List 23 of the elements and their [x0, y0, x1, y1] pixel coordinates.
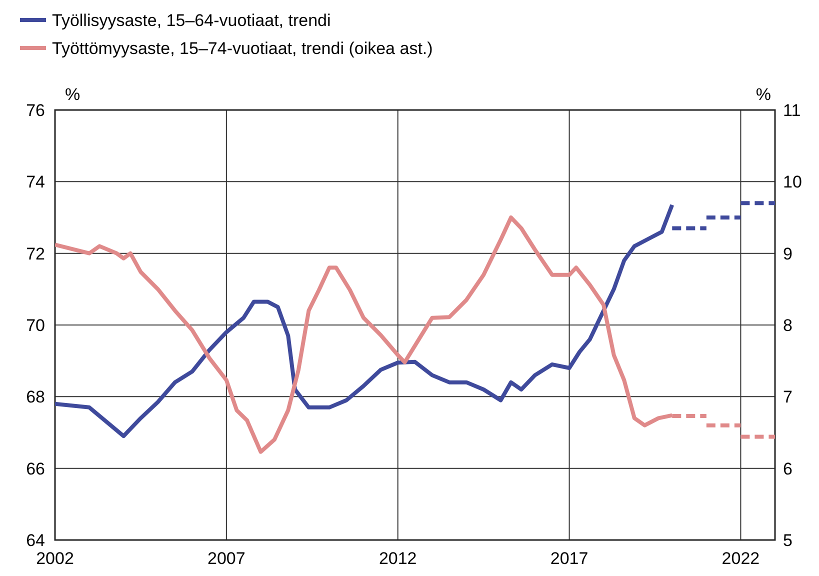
- x-tick-label: 2007: [208, 549, 246, 568]
- y-tick-label: 66: [26, 459, 45, 478]
- x-tick-label: 2017: [550, 549, 588, 568]
- x-tick-label: 2012: [378, 549, 417, 568]
- y-tick-label: 68: [26, 388, 45, 407]
- legend-label: Työttömyysaste, 15–74-vuotiaat, trendi (oikea ast.): [52, 38, 433, 58]
- x-tick-label: 2022: [722, 549, 760, 568]
- y2-tick-label: 9: [783, 244, 792, 264]
- y2-tick-label: 10: [783, 172, 802, 192]
- y-tick-label: 72: [26, 244, 45, 264]
- y-tick-label: 76: [26, 100, 45, 120]
- y2-tick-label: 11: [783, 100, 801, 120]
- y2-tick-label: 6: [783, 459, 792, 478]
- legend-label: Työllisyysaste, 15–64-vuotiaat, trendi: [52, 10, 331, 30]
- y-tick-label: 74: [26, 172, 45, 192]
- y2-axis-title: %: [756, 85, 771, 104]
- y-tick-label: 64: [26, 530, 45, 550]
- y-tick-label: 70: [26, 316, 45, 335]
- y-axis-title: %: [65, 85, 80, 104]
- x-tick-label: 2002: [36, 549, 74, 568]
- y2-tick-label: 8: [783, 316, 792, 335]
- y2-tick-label: 7: [783, 388, 792, 407]
- y2-tick-label: 5: [783, 530, 792, 550]
